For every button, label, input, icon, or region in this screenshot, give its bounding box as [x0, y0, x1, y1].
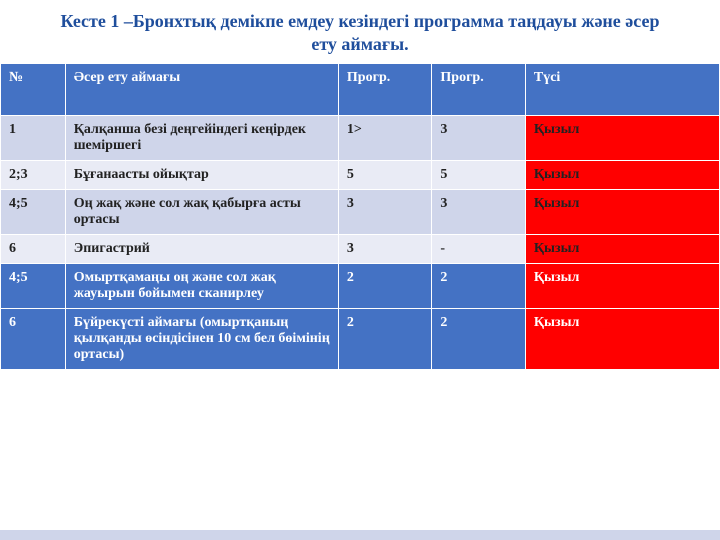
col-header-3: Прогр.	[432, 64, 525, 116]
table-title: Кесте 1 –Бронхтық демікпе емдеу кезіндег…	[0, 0, 720, 63]
table-row: 4;5Оң жақ және сол жақ қабырға асты орта…	[1, 190, 720, 235]
cell-2-2: 3	[338, 190, 431, 235]
cell-2-4: Қызыл	[525, 190, 719, 235]
cell-2-0: 4;5	[1, 190, 66, 235]
cell-2-3: 3	[432, 190, 525, 235]
cell-3-0: 6	[1, 235, 66, 264]
col-header-2: Прогр.	[338, 64, 431, 116]
table-row: 6Эпигастрий3-Қызыл	[1, 235, 720, 264]
table-row: 6Бүйрекүсті аймағы (омыртқаның қылқанды …	[1, 309, 720, 370]
cell-4-0: 4;5	[1, 264, 66, 309]
cell-1-4: Қызыл	[525, 161, 719, 190]
col-header-1: Әсер ету аймағы	[65, 64, 338, 116]
data-table: №Әсер ету аймағыПрогр.Прогр.Түсі 1Қалқан…	[0, 63, 720, 370]
cell-0-1: Қалқанша безі деңгейіндегі кеңірдек шемі…	[65, 116, 338, 161]
table-row: 4;5Омыртқамаңы оң және сол жақ жауырын б…	[1, 264, 720, 309]
cell-5-4: Қызыл	[525, 309, 719, 370]
cell-0-0: 1	[1, 116, 66, 161]
table-header-row: №Әсер ету аймағыПрогр.Прогр.Түсі	[1, 64, 720, 116]
cell-3-2: 3	[338, 235, 431, 264]
footer-band	[0, 530, 720, 540]
cell-3-4: Қызыл	[525, 235, 719, 264]
cell-0-3: 3	[432, 116, 525, 161]
cell-4-4: Қызыл	[525, 264, 719, 309]
cell-1-3: 5	[432, 161, 525, 190]
table-row: 1Қалқанша безі деңгейіндегі кеңірдек шем…	[1, 116, 720, 161]
cell-3-1: Эпигастрий	[65, 235, 338, 264]
cell-4-1: Омыртқамаңы оң және сол жақ жауырын бойы…	[65, 264, 338, 309]
table-row: 2;3Бұғанаасты ойықтар55Қызыл	[1, 161, 720, 190]
cell-0-2: 1>	[338, 116, 431, 161]
cell-4-2: 2	[338, 264, 431, 309]
cell-1-0: 2;3	[1, 161, 66, 190]
cell-5-2: 2	[338, 309, 431, 370]
cell-3-3: -	[432, 235, 525, 264]
cell-5-1: Бүйрекүсті аймағы (омыртқаның қылқанды ө…	[65, 309, 338, 370]
col-header-4: Түсі	[525, 64, 719, 116]
col-header-0: №	[1, 64, 66, 116]
cell-4-3: 2	[432, 264, 525, 309]
cell-2-1: Оң жақ және сол жақ қабырға асты ортасы	[65, 190, 338, 235]
cell-5-0: 6	[1, 309, 66, 370]
cell-0-4: Қызыл	[525, 116, 719, 161]
cell-1-1: Бұғанаасты ойықтар	[65, 161, 338, 190]
cell-1-2: 5	[338, 161, 431, 190]
cell-5-3: 2	[432, 309, 525, 370]
